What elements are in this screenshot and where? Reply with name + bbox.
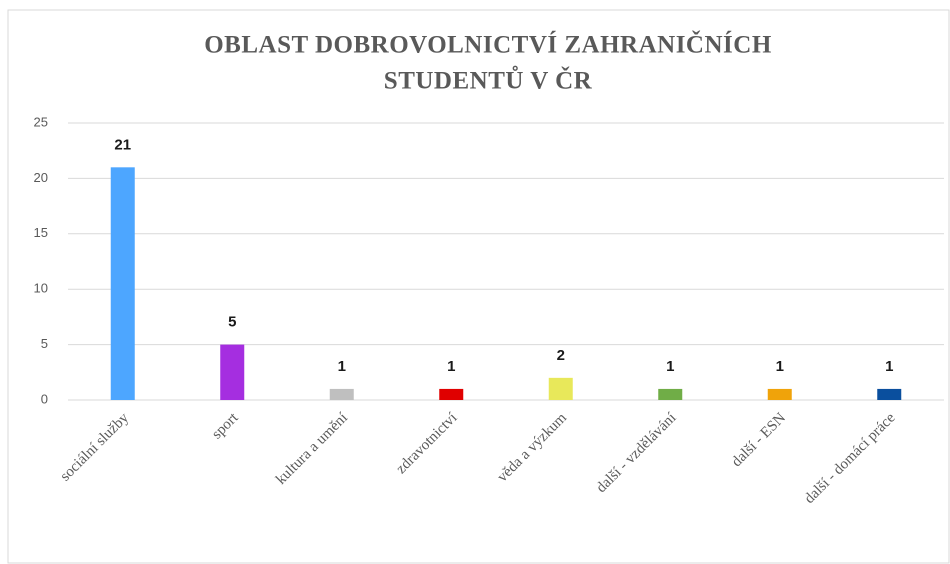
value-label: 5 [228, 314, 236, 331]
value-label: 1 [338, 358, 346, 375]
y-tick-label: 15 [34, 225, 48, 240]
bar [548, 377, 573, 400]
bar [877, 388, 902, 400]
y-tick-label: 0 [41, 391, 48, 406]
bar [110, 167, 135, 400]
chart-title: STUDENTŮ V ČR [384, 65, 593, 95]
value-label: 1 [447, 358, 455, 375]
bar [439, 388, 464, 400]
value-label: 1 [666, 358, 674, 375]
y-tick-label: 10 [34, 281, 48, 296]
y-tick-label: 25 [34, 114, 48, 129]
bar [220, 344, 245, 400]
y-tick-label: 5 [41, 336, 48, 351]
y-tick-label: 20 [34, 170, 48, 185]
chart-frame [7, 9, 950, 564]
chart-title: OBLAST DOBROVOLNICTVÍ ZAHRANIČNÍCH [204, 30, 772, 59]
bar [658, 388, 683, 400]
value-label: 21 [114, 136, 131, 153]
value-label: 2 [557, 347, 565, 364]
bar [329, 388, 354, 400]
value-label: 1 [885, 358, 893, 375]
bar [767, 388, 792, 400]
value-label: 1 [776, 358, 784, 375]
